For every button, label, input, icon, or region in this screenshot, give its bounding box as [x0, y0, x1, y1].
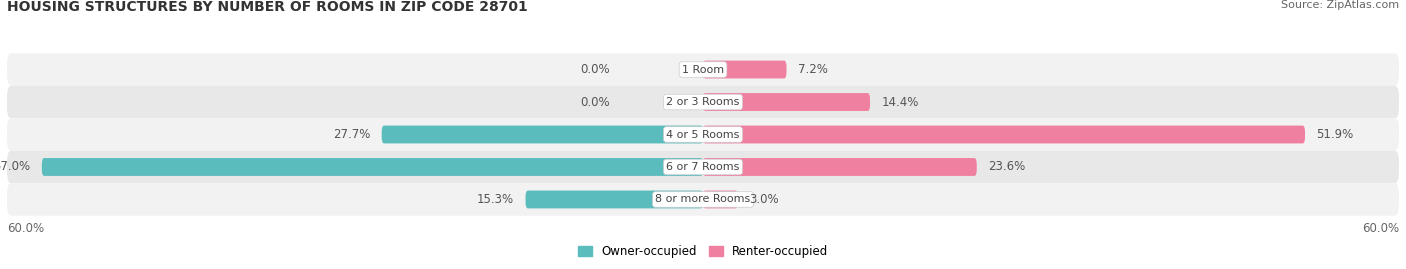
FancyBboxPatch shape [7, 151, 1399, 183]
Text: 60.0%: 60.0% [1362, 222, 1399, 235]
Text: Source: ZipAtlas.com: Source: ZipAtlas.com [1281, 0, 1399, 10]
FancyBboxPatch shape [7, 86, 1399, 118]
Legend: Owner-occupied, Renter-occupied: Owner-occupied, Renter-occupied [572, 240, 834, 263]
FancyBboxPatch shape [42, 158, 703, 176]
Text: 51.9%: 51.9% [1316, 128, 1354, 141]
Text: 4 or 5 Rooms: 4 or 5 Rooms [666, 129, 740, 140]
FancyBboxPatch shape [703, 158, 977, 176]
Text: HOUSING STRUCTURES BY NUMBER OF ROOMS IN ZIP CODE 28701: HOUSING STRUCTURES BY NUMBER OF ROOMS IN… [7, 0, 527, 14]
FancyBboxPatch shape [703, 61, 786, 79]
FancyBboxPatch shape [7, 53, 1399, 86]
Text: 2 or 3 Rooms: 2 or 3 Rooms [666, 97, 740, 107]
Text: 23.6%: 23.6% [988, 161, 1025, 174]
Text: 14.4%: 14.4% [882, 95, 920, 108]
FancyBboxPatch shape [7, 183, 1399, 216]
FancyBboxPatch shape [7, 118, 1399, 151]
FancyBboxPatch shape [703, 126, 1305, 143]
Text: 60.0%: 60.0% [7, 222, 44, 235]
Text: 27.7%: 27.7% [333, 128, 370, 141]
Text: 3.0%: 3.0% [749, 193, 779, 206]
FancyBboxPatch shape [526, 190, 703, 208]
Text: 15.3%: 15.3% [477, 193, 515, 206]
FancyBboxPatch shape [703, 190, 738, 208]
FancyBboxPatch shape [381, 126, 703, 143]
Text: 8 or more Rooms: 8 or more Rooms [655, 194, 751, 204]
Text: 6 or 7 Rooms: 6 or 7 Rooms [666, 162, 740, 172]
FancyBboxPatch shape [703, 93, 870, 111]
Text: 0.0%: 0.0% [581, 63, 610, 76]
Text: 1 Room: 1 Room [682, 65, 724, 75]
Text: 57.0%: 57.0% [0, 161, 30, 174]
Text: 7.2%: 7.2% [799, 63, 828, 76]
Text: 0.0%: 0.0% [581, 95, 610, 108]
